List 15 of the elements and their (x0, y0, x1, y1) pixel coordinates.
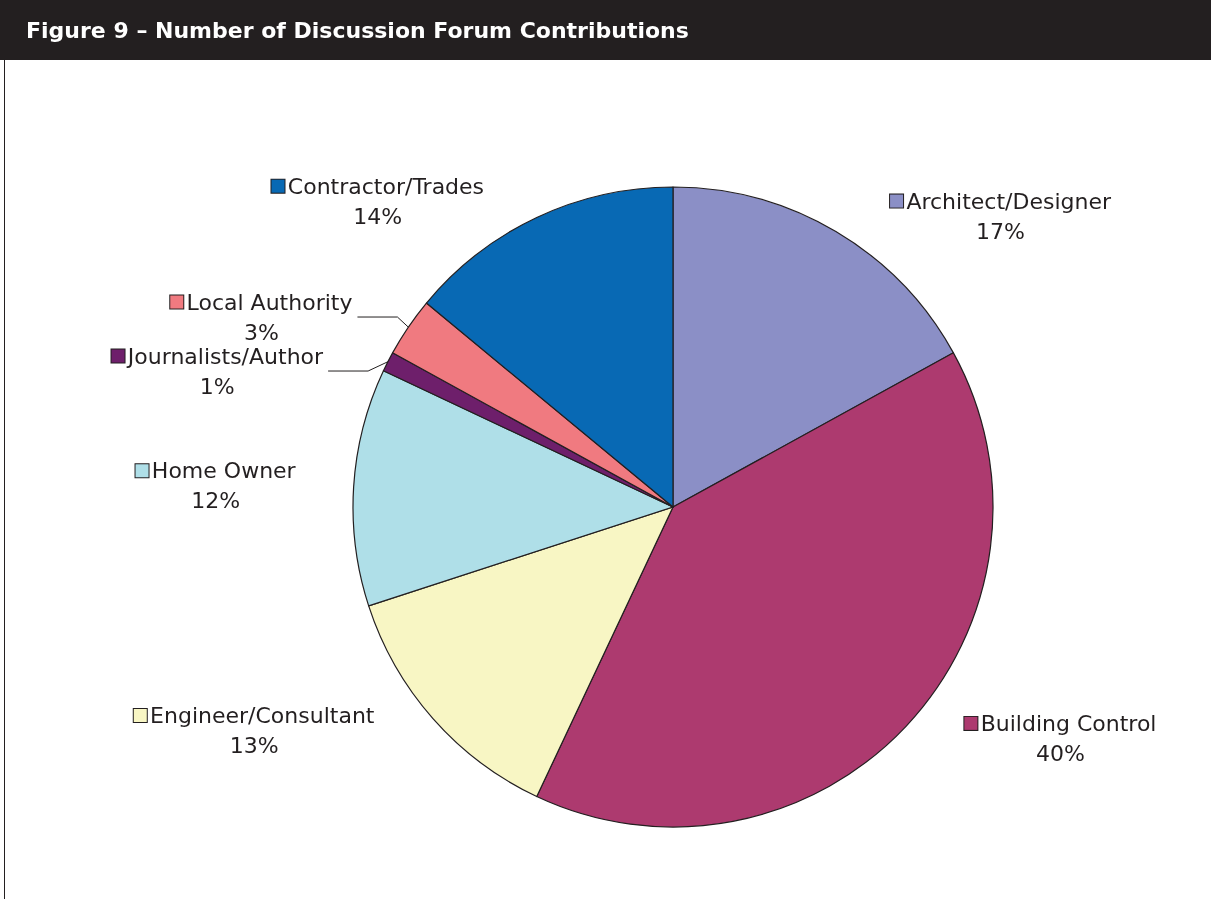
legend-label: Home Owner (151, 458, 297, 484)
data-label: 12% (191, 488, 241, 514)
data-label: 40% (1035, 740, 1085, 766)
legend-label: Journalists/Author (125, 343, 325, 369)
legend-label: Engineer/Consultant (150, 703, 375, 729)
legend-label: Building Control (980, 710, 1157, 736)
data-label: 3% (243, 319, 279, 345)
data-label: 14% (353, 203, 403, 229)
data-label: 13% (229, 733, 279, 759)
chart-title: Figure 9 – Number of Discussion Forum Contributions (0, 0, 1211, 60)
data-label: 1% (199, 373, 235, 399)
legend-label: Contractor/Trades (287, 173, 485, 199)
legend-label: Architect/Designer (906, 188, 1112, 214)
data-label: 17% (976, 218, 1025, 244)
legend-label: Local Authority (186, 289, 353, 315)
